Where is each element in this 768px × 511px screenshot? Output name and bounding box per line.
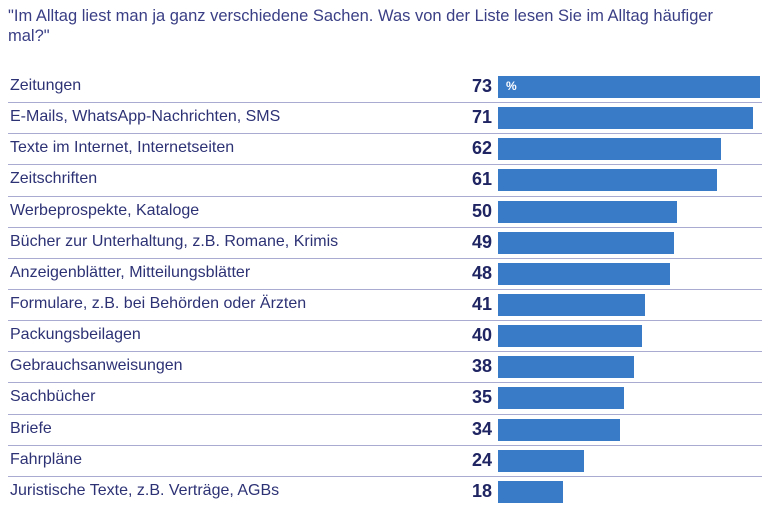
value-label: 38 xyxy=(471,356,492,377)
category-label: Bücher zur Unterhaltung, z.B. Romane, Kr… xyxy=(10,232,339,250)
unit-label: % xyxy=(506,79,517,93)
category-label: E-Mails, WhatsApp-Nachrichten, SMS xyxy=(10,108,281,126)
chart-title: "Im Alltag liest man ja ganz verschieden… xyxy=(8,7,714,45)
category-label: Fahrpläne xyxy=(10,450,83,468)
category-label: Gebrauchsanweisungen xyxy=(10,357,183,375)
category-label: Formulare, z.B. bei Behörden oder Ärzten xyxy=(10,294,307,312)
category-label: Juristische Texte, z.B. Verträge, AGBs xyxy=(10,481,280,499)
category-label: Zeitschriften xyxy=(10,170,98,188)
bar xyxy=(498,293,646,316)
category-label: Briefe xyxy=(10,419,52,437)
chart-row: Briefe 34 xyxy=(8,415,762,446)
value-label: 18 xyxy=(471,480,492,501)
value-label: 49 xyxy=(471,231,492,252)
chart-row: Bücher zur Unterhaltung, z.B. Romane, Kr… xyxy=(8,228,762,259)
bar xyxy=(498,480,563,503)
chart-row: Sachbücher 35 xyxy=(8,383,762,415)
bar xyxy=(498,356,635,379)
bar xyxy=(498,169,717,192)
bar xyxy=(498,200,678,223)
chart-row: Anzeigenblätter, Mitteilungsblätter 48 xyxy=(8,259,762,290)
bar-chart: Zeitungen 73% E-Mails, WhatsApp-Nachrichte… xyxy=(8,72,762,508)
value-label: 34 xyxy=(471,418,492,439)
bar xyxy=(498,107,753,130)
bar xyxy=(498,262,671,285)
bar xyxy=(498,231,674,254)
value-label: 73 xyxy=(471,76,492,96)
chart-row: Juristische Texte, z.B. Verträge, AGBs 18 xyxy=(8,477,762,508)
chart-row: Formulare, z.B. bei Behörden oder Ärzten… xyxy=(8,290,762,322)
value-label: 35 xyxy=(471,387,492,408)
value-label: 48 xyxy=(471,262,492,283)
category-label: Sachbücher xyxy=(10,388,96,406)
bar xyxy=(498,449,585,472)
category-label: Packungsbeilagen xyxy=(10,326,141,344)
chart-row: Werbeprospekte, Kataloge 50 xyxy=(8,197,762,228)
bar xyxy=(498,325,642,348)
value-label: 24 xyxy=(471,449,492,470)
chart-row: Texte im Internet, Internetseiten 62 xyxy=(8,134,762,166)
chart-row: Zeitschriften 61 xyxy=(8,165,762,197)
value-label: 71 xyxy=(471,107,492,128)
value-label: 61 xyxy=(471,169,492,190)
category-label: Texte im Internet, Internetseiten xyxy=(10,139,235,157)
chart-row: Gebrauchsanweisungen 38 xyxy=(8,352,762,384)
bar xyxy=(498,418,621,441)
value-label: 62 xyxy=(471,138,492,159)
value-label: 40 xyxy=(471,325,492,346)
chart-row: E-Mails, WhatsApp-Nachrichten, SMS 71 xyxy=(8,103,762,135)
bar xyxy=(498,387,624,410)
chart-row: Packungsbeilagen 40 xyxy=(8,321,762,353)
chart-row: Zeitungen 73% xyxy=(8,72,762,104)
category-label: Anzeigenblätter, Mitteilungsblätter xyxy=(10,263,251,281)
bar: % xyxy=(498,76,760,98)
category-label: Werbeprospekte, Kataloge xyxy=(10,201,200,219)
category-label: Zeitungen xyxy=(10,77,82,94)
value-label: 41 xyxy=(471,293,492,314)
chart-row: Fahrpläne 24 xyxy=(8,446,762,477)
value-label: 50 xyxy=(471,200,492,221)
bar xyxy=(498,138,721,161)
